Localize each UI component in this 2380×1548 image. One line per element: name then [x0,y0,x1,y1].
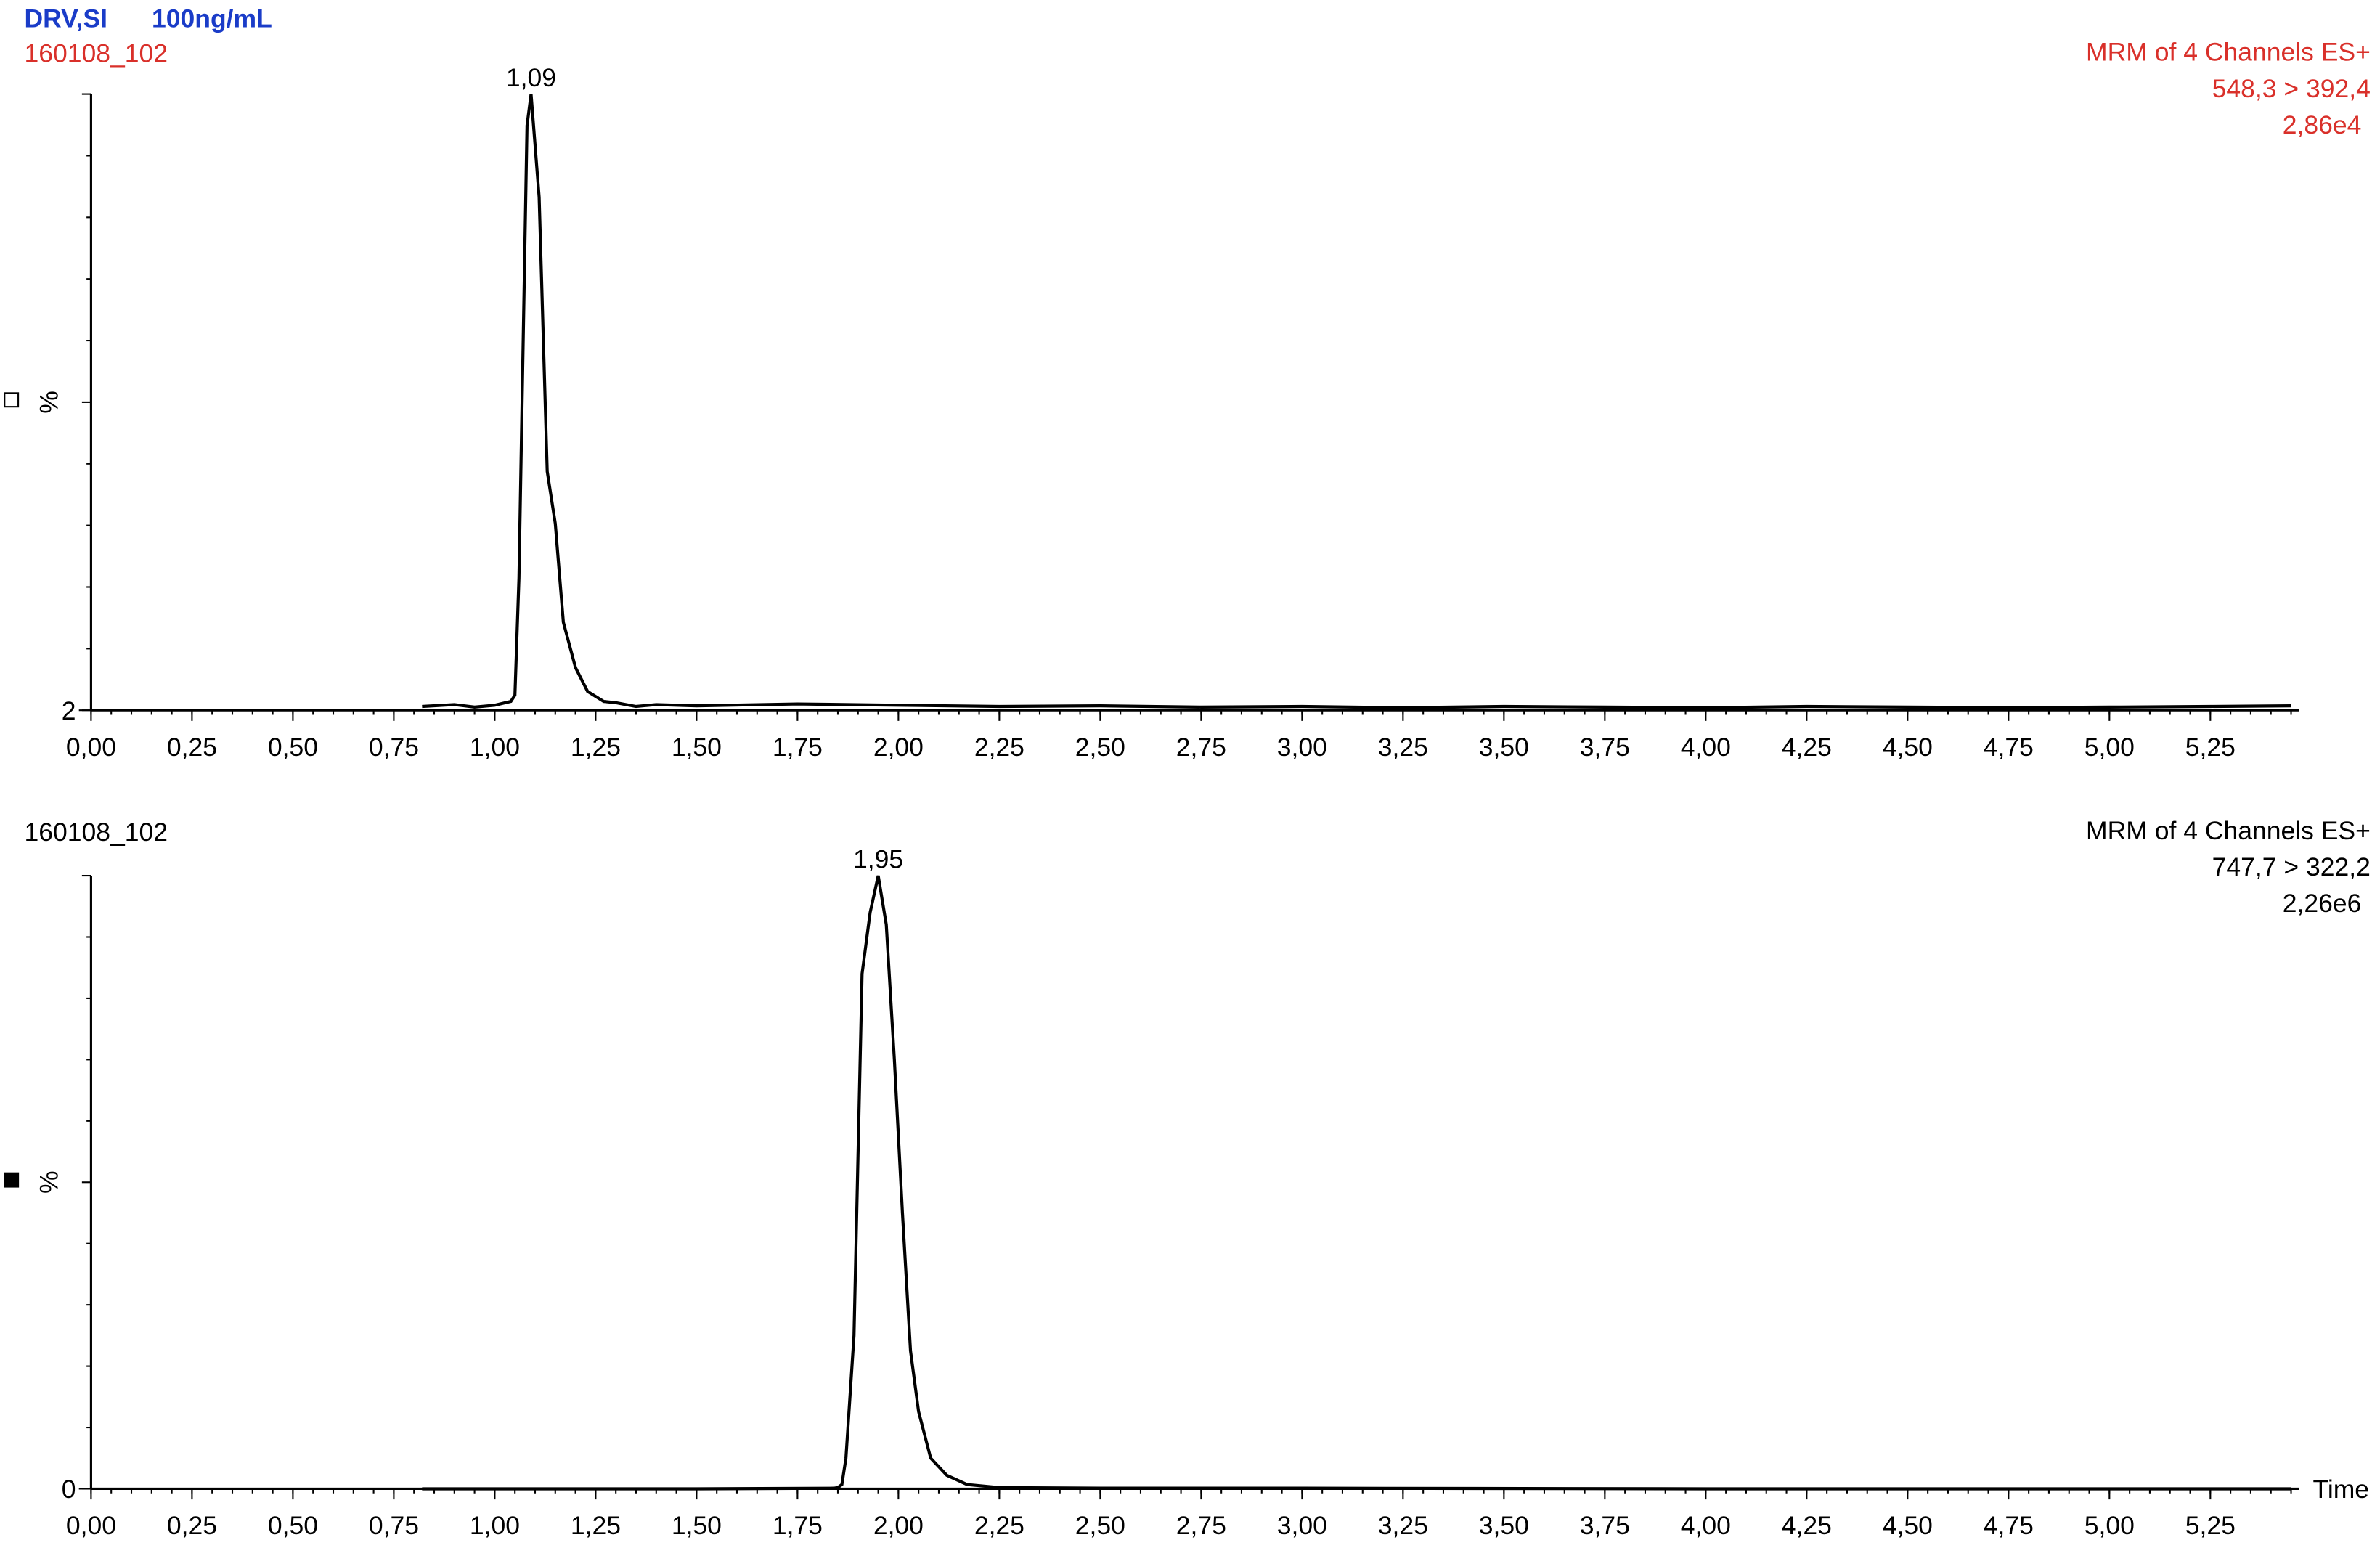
trace-line [422,94,2291,709]
x-tick-label: 0,00 [66,1511,116,1540]
x-tick-label: 4,25 [1782,1511,1832,1540]
title: DRV,SI [24,4,107,33]
sample-name: 160108_102 [24,39,168,68]
x-tick-label: 0,00 [66,733,116,762]
x-tick-label: 4,75 [1984,733,2034,762]
x-axis-label: Time [2312,1475,2369,1504]
x-tick-label: 3,25 [1378,733,1428,762]
x-tick-label: 2,25 [974,733,1024,762]
channel-info: 747,7 > 322,2 [2212,852,2371,881]
x-tick-label: 0,25 [167,733,217,762]
peak-label: 1,09 [506,63,556,92]
subtitle: 100ng/mL [152,4,272,33]
channel-info: MRM of 4 Channels ES+ [2086,38,2371,67]
x-tick-label: 2,50 [1075,733,1125,762]
x-tick-label: 5,25 [2185,1511,2236,1540]
x-tick-label: 0,75 [369,1511,419,1540]
x-tick-label: 3,50 [1479,733,1529,762]
x-tick-label: 4,75 [1984,1511,2034,1540]
x-tick-label: 4,50 [1883,733,1933,762]
x-tick-label: 1,75 [773,733,823,762]
x-tick-label: 1,00 [470,733,520,762]
x-tick-label: 1,00 [470,1511,520,1540]
x-tick-label: 3,25 [1378,1511,1428,1540]
channel-info: 2,26e6 [2283,889,2362,918]
x-tick-label: 3,75 [1580,733,1630,762]
sample-name: 160108_102 [24,818,168,847]
x-tick-label: 5,25 [2185,733,2236,762]
x-tick-label: 2,75 [1176,1511,1226,1540]
x-tick-label: 4,50 [1883,1511,1933,1540]
x-tick-label: 5,00 [2084,1511,2135,1540]
x-tick-label: 0,50 [268,1511,318,1540]
x-tick-label: 5,00 [2084,733,2135,762]
x-tick-label: 1,50 [672,733,722,762]
x-tick-label: 0,75 [369,733,419,762]
x-tick-label: 3,00 [1277,1511,1327,1540]
x-tick-label: 4,00 [1681,1511,1731,1540]
channel-info: 2,86e4 [2283,110,2362,139]
x-tick-label: 4,00 [1681,733,1731,762]
trace-marker [4,1172,20,1188]
x-tick-label: 1,75 [773,1511,823,1540]
x-tick-label: 0,25 [167,1511,217,1540]
y-axis-label: % [34,1170,63,1194]
x-tick-label: 2,00 [873,733,924,762]
x-tick-label: 1,25 [571,733,621,762]
x-tick-label: 1,25 [571,1511,621,1540]
y-tick-label: 0 [62,1475,76,1504]
x-tick-label: 2,00 [873,1511,924,1540]
x-tick-label: 3,50 [1479,1511,1529,1540]
y-axis-label: % [34,391,63,414]
x-tick-label: 3,00 [1277,733,1327,762]
y-tick-label: 2 [62,696,76,725]
channel-info: MRM of 4 Channels ES+ [2086,816,2371,845]
x-tick-label: 0,50 [268,733,318,762]
trace-line [422,875,2291,1491]
x-tick-label: 2,25 [974,1511,1024,1540]
peak-label: 1,95 [853,845,903,874]
x-tick-label: 2,75 [1176,733,1226,762]
x-tick-label: 3,75 [1580,1511,1630,1540]
x-tick-label: 1,50 [672,1511,722,1540]
trace-marker [4,392,20,408]
channel-info: 548,3 > 392,4 [2212,74,2371,103]
x-tick-label: 2,50 [1075,1511,1125,1540]
x-tick-label: 4,25 [1782,733,1832,762]
